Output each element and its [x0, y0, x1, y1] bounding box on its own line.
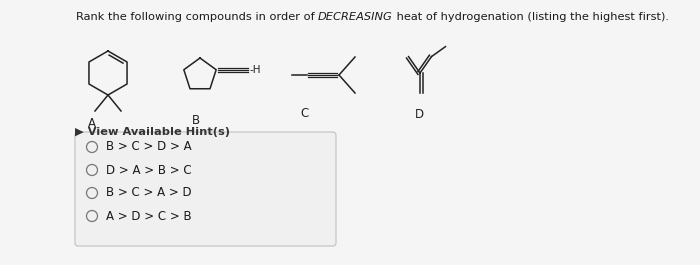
Text: Rank the following compounds in order of: Rank the following compounds in order of [76, 12, 318, 22]
Text: B > C > D > A: B > C > D > A [106, 140, 192, 153]
Text: A: A [88, 117, 96, 130]
Text: B: B [192, 114, 200, 127]
Text: B > C > A > D: B > C > A > D [106, 187, 192, 200]
Text: heat of hydrogenation (listing the highest first).: heat of hydrogenation (listing the highe… [393, 12, 669, 22]
Text: DECREASING: DECREASING [318, 12, 393, 22]
FancyBboxPatch shape [75, 132, 336, 246]
Text: D: D [415, 108, 424, 121]
Text: ▶ View Available Hint(s): ▶ View Available Hint(s) [75, 127, 230, 137]
Text: C: C [300, 107, 308, 120]
Text: D > A > B > C: D > A > B > C [106, 164, 192, 176]
Text: A > D > C > B: A > D > C > B [106, 210, 192, 223]
Text: -H: -H [249, 65, 260, 75]
